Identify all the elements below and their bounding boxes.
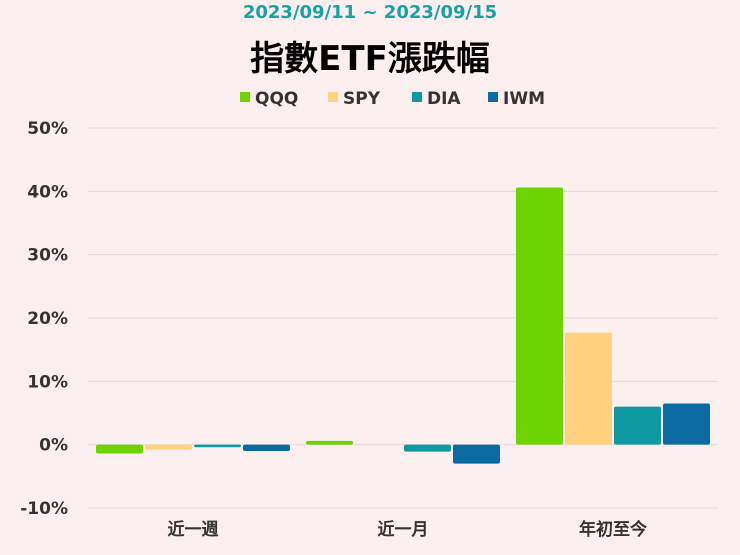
grid (88, 127, 718, 509)
bar-dia-0 (194, 444, 241, 448)
legend-swatch-spy (328, 92, 338, 102)
legend: QQQ SPY DIA IWM (240, 89, 545, 109)
bar-iwm-2 (663, 403, 710, 445)
y-tick-label: 50% (27, 119, 68, 139)
y-tick-label: 10% (27, 372, 68, 392)
legend-swatch-qqq (240, 92, 250, 102)
legend-label-spy: SPY (343, 89, 381, 109)
legend-label-iwm: IWM (503, 89, 545, 109)
bar-spy-0 (145, 444, 192, 450)
chart-title: 指數ETF漲跌幅 (250, 39, 490, 79)
y-tick-label: 40% (27, 182, 68, 202)
legend-swatch-iwm (488, 92, 498, 102)
y-tick-label: 0% (39, 436, 68, 456)
y-axis: 50% 40% 30% 20% 10% 0% -10% (20, 119, 68, 519)
y-tick-label: 30% (27, 246, 68, 266)
bars (96, 187, 710, 464)
x-category-label: 近一月 (378, 519, 429, 540)
bar-dia-2 (614, 406, 661, 445)
legend-label-dia: DIA (427, 89, 461, 109)
legend-label-qqq: QQQ (255, 89, 298, 109)
bar-dia-1 (404, 444, 451, 452)
bar-qqq-2 (516, 187, 563, 445)
bar-spy-2 (565, 332, 612, 445)
x-axis: 近一週 近一月 年初至今 (168, 519, 648, 540)
bar-qqq-0 (96, 444, 143, 454)
legend-swatch-dia (412, 92, 422, 102)
x-category-label: 年初至今 (579, 519, 647, 540)
bar-iwm-0 (243, 444, 290, 451)
chart-subtitle: 2023/09/11 ~ 2023/09/15 (243, 2, 497, 23)
x-category-label: 近一週 (168, 519, 219, 540)
y-tick-label: 20% (27, 309, 68, 329)
bar-iwm-1 (453, 444, 500, 464)
y-tick-label: -10% (20, 499, 68, 519)
bar-qqq-1 (306, 440, 353, 445)
